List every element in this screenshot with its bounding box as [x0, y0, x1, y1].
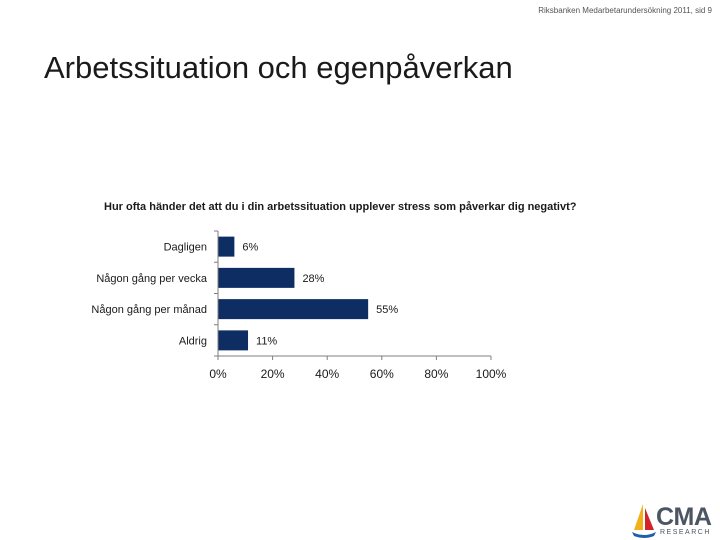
category-label: Aldrig	[179, 335, 207, 347]
logo-text: CMA	[656, 503, 712, 531]
value-label: 28%	[302, 273, 324, 285]
bar	[218, 267, 295, 288]
x-tick-label: 80%	[424, 367, 448, 381]
header-note: Riksbanken Medarbetarundersökning 2011, …	[538, 6, 712, 15]
value-label: 11%	[256, 335, 277, 347]
x-tick-label: 20%	[261, 367, 285, 381]
chart-title: Hur ofta händer det att du i din arbetss…	[104, 201, 577, 213]
value-label: 6%	[242, 242, 258, 254]
bar	[218, 236, 235, 257]
slide-title: Arbetssituation och egenpåverkan	[44, 50, 513, 85]
x-tick-label: 0%	[209, 367, 227, 381]
bar	[218, 330, 249, 351]
logo-subtext: RESEARCH	[660, 529, 711, 536]
category-label: Någon gång per månad	[91, 304, 207, 316]
category-label: Någon gång per vecka	[96, 273, 208, 285]
sailboat-icon	[632, 504, 656, 538]
cma-research-logo: CMA RESEARCH	[630, 500, 716, 540]
x-tick-label: 60%	[370, 367, 394, 381]
bar	[218, 299, 369, 320]
value-label: 55%	[376, 304, 398, 316]
x-tick-label: 40%	[315, 367, 339, 381]
x-tick-label: 100%	[476, 367, 507, 381]
category-label: Dagligen	[164, 242, 207, 254]
